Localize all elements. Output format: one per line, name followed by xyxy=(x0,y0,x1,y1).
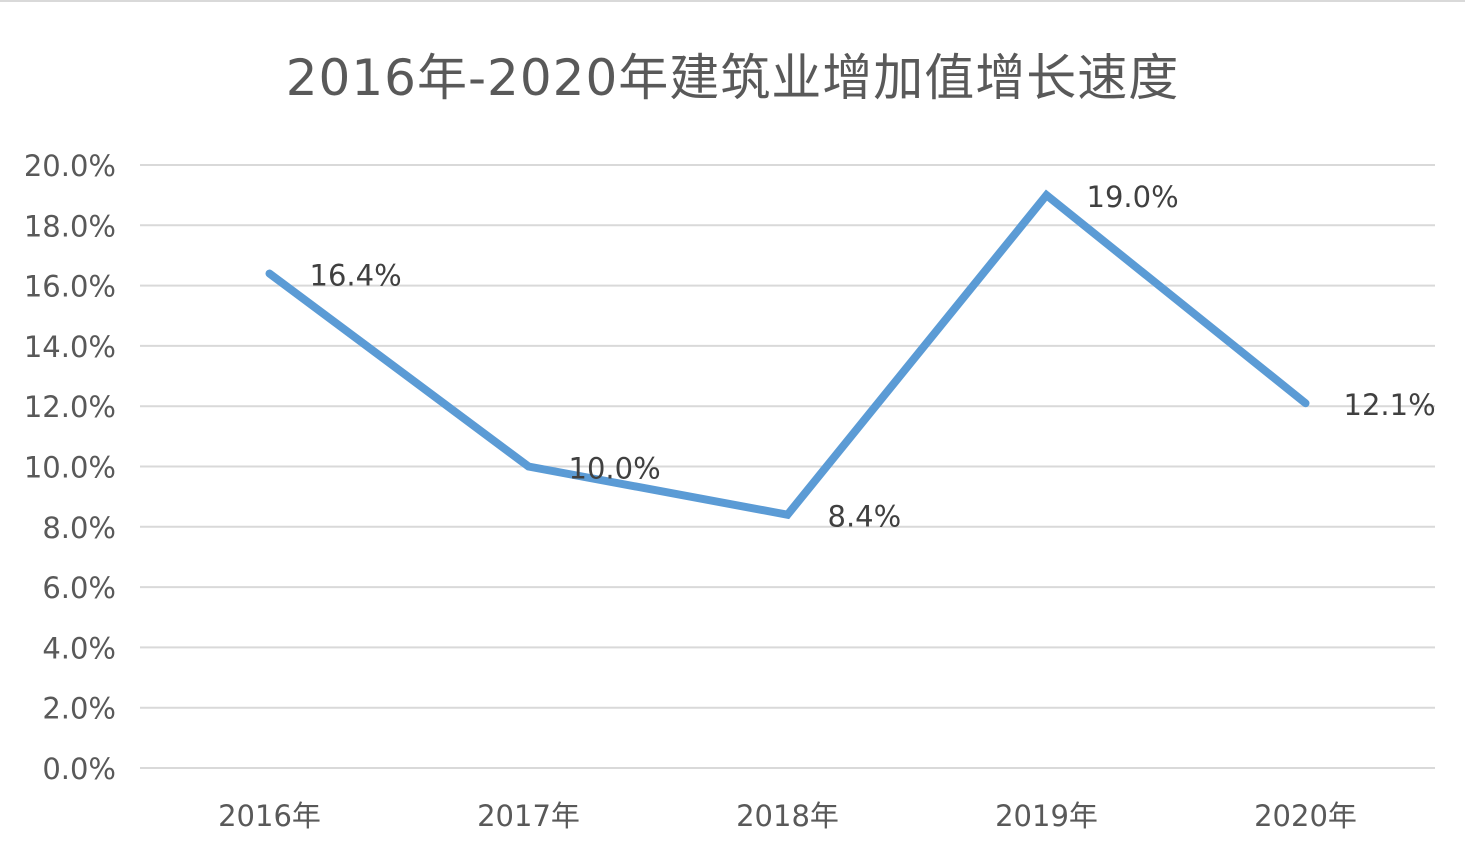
y-tick-label: 4.0% xyxy=(42,631,116,665)
series-line-group xyxy=(265,189,1310,520)
x-tick-label: 2017年 xyxy=(477,799,580,833)
series-line xyxy=(265,189,1310,520)
y-tick-label: 12.0% xyxy=(24,390,116,424)
gridlines xyxy=(140,164,1435,769)
data-label: 16.4% xyxy=(310,259,402,293)
x-tick-label: 2020年 xyxy=(1254,799,1357,833)
y-tick-label: 14.0% xyxy=(24,330,116,364)
data-label: 12.1% xyxy=(1344,388,1436,422)
x-tick-label: 2016年 xyxy=(218,799,321,833)
y-tick-label: 20.0% xyxy=(24,149,116,183)
data-label: 19.0% xyxy=(1087,180,1179,214)
data-labels: 16.4% 10.0% 8.4% 19.0% 12.1% xyxy=(310,180,1436,534)
y-tick-label: 10.0% xyxy=(24,451,116,485)
y-tick-label: 8.0% xyxy=(42,511,116,545)
y-tick-label: 16.0% xyxy=(24,270,116,304)
y-tick-label: 6.0% xyxy=(42,571,116,605)
y-tick-label: 0.0% xyxy=(42,752,116,786)
data-label: 10.0% xyxy=(569,452,661,486)
y-tick-label: 18.0% xyxy=(24,209,116,243)
y-axis-tick-labels: 0.0% 2.0% 4.0% 6.0% 8.0% 10.0% 12.0% 14.0% 16.0%… xyxy=(24,149,116,786)
x-tick-label: 2018年 xyxy=(736,799,839,833)
chart-title: 2016年-2020年建筑业增加值增长速度 xyxy=(285,49,1180,107)
y-tick-label: 2.0% xyxy=(42,692,116,726)
x-tick-label: 2019年 xyxy=(995,799,1098,833)
x-axis-tick-labels: 2016年 2017年 2018年 2019年 2020年 xyxy=(218,799,1357,833)
data-label: 8.4% xyxy=(828,500,902,534)
